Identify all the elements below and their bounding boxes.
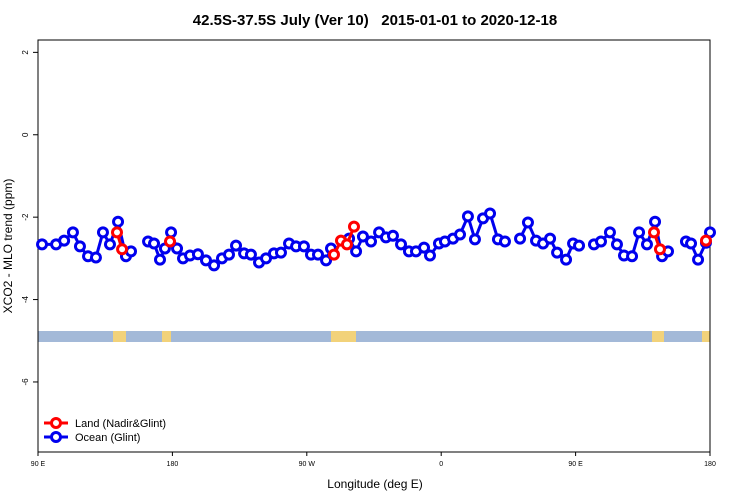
chart-title: 42.5S-37.5S July (Ver 10) 2015-01-01 to … (193, 12, 557, 29)
y-tick-label: 2 (21, 50, 30, 55)
point (514, 232, 527, 245)
point (653, 243, 666, 256)
point (560, 253, 573, 266)
point (66, 226, 79, 239)
point (230, 239, 243, 252)
point (191, 248, 204, 261)
point (350, 245, 363, 258)
point (468, 233, 481, 246)
point (327, 248, 340, 261)
point (454, 228, 467, 241)
x-axis-label: Longitude (deg E) (327, 477, 422, 491)
point (521, 216, 534, 229)
point (386, 229, 399, 242)
point (633, 226, 646, 239)
point (208, 259, 221, 272)
land-patch (702, 331, 710, 342)
legend-label: Ocean (Glint) (75, 432, 140, 444)
point (110, 226, 123, 239)
x-tick-label: 180 (704, 461, 716, 468)
point (640, 238, 653, 251)
point (498, 235, 511, 248)
point (312, 248, 324, 261)
point (89, 251, 102, 264)
point (626, 250, 639, 263)
land-patch (113, 331, 126, 342)
point (347, 220, 360, 233)
point (544, 232, 557, 245)
point (116, 243, 129, 256)
x-tick-label: 0 (439, 461, 443, 468)
point (222, 248, 235, 261)
point (96, 226, 109, 239)
legend-label: Land (Nadir&Glint) (75, 418, 166, 430)
point (573, 239, 586, 252)
point (164, 235, 177, 248)
x-tick-label: 90 E (31, 461, 46, 468)
point (692, 253, 705, 266)
y-tick-label: 0 (21, 132, 30, 137)
point (112, 215, 125, 228)
point (685, 237, 698, 250)
point (200, 254, 212, 267)
ocean-strip (38, 331, 710, 342)
point (171, 242, 184, 255)
y-axis-label: XCO2 - MLO trend (ppm) (1, 179, 15, 314)
land-patch (652, 331, 664, 342)
point (154, 253, 167, 266)
point (260, 252, 273, 265)
legend-marker (50, 417, 62, 429)
point (365, 235, 378, 248)
point (551, 246, 564, 259)
point (103, 238, 116, 251)
point (395, 238, 408, 251)
legend-marker (50, 431, 62, 443)
point (165, 226, 178, 239)
x-tick-label: 180 (167, 461, 179, 468)
x-tick-label: 90 E (568, 461, 583, 468)
x-tick-label: 90 W (299, 461, 316, 468)
point (484, 207, 497, 220)
point (73, 240, 86, 253)
y-tick-label: -2 (21, 213, 30, 221)
point (461, 210, 474, 223)
point (649, 215, 662, 228)
point (274, 246, 287, 259)
point (594, 235, 607, 248)
point (36, 238, 49, 251)
land-patch (162, 331, 171, 342)
point (244, 248, 257, 261)
point (320, 254, 333, 267)
point (603, 226, 616, 239)
y-tick-label: -6 (21, 378, 30, 386)
point (610, 238, 623, 251)
point (356, 230, 369, 243)
point (418, 241, 431, 254)
y-tick-label: -4 (21, 295, 30, 303)
point (424, 249, 436, 262)
point (699, 234, 712, 247)
point (148, 237, 161, 250)
land-mask-band (38, 331, 710, 342)
point (297, 240, 310, 253)
land-patch (331, 331, 356, 342)
point (58, 234, 71, 247)
point (340, 238, 353, 251)
point (648, 226, 660, 239)
